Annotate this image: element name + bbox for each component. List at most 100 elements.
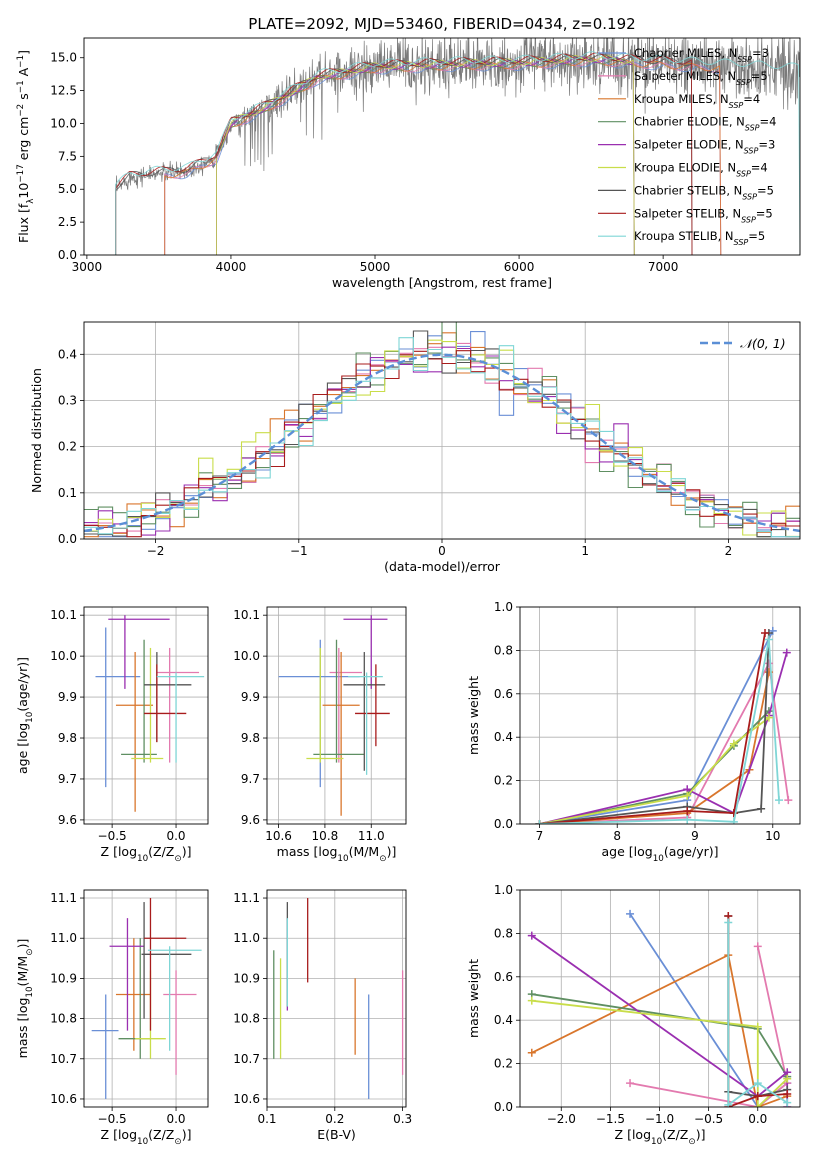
y-tick-label: 10.7 <box>50 1052 77 1066</box>
x-tick-label: −0.5 <box>98 829 127 843</box>
y-tick-label: 0.8 <box>494 926 513 940</box>
y-tick-label: 15.0 <box>50 51 77 65</box>
series-marker <box>761 629 769 638</box>
x-tick-label: −1.5 <box>596 1112 625 1126</box>
y-axis-label-part: ⊙ <box>25 948 35 955</box>
x-tick-label: 10 <box>765 829 780 843</box>
x-axis-label: age [log10(age/yr)] <box>601 844 718 864</box>
legend-label-suffix: =5 <box>756 206 773 220</box>
x-axis-label-part: (M/M <box>349 844 380 859</box>
legend-label-suffix: =5 <box>748 229 765 243</box>
legend-label-sub: SSP <box>729 100 744 109</box>
y-axis-label-part: age [log <box>15 723 30 774</box>
errorbar-chabrier_stelib <box>141 902 192 1019</box>
series-marker <box>783 1089 792 1098</box>
chart-title: PLATE=2092, MJD=53460, FIBERID=0434, z=0… <box>248 15 635 33</box>
y-tick-label: 0.4 <box>58 347 77 361</box>
x-tick-label: 0 <box>438 544 446 558</box>
x-tick-label: 0.2 <box>325 1112 344 1126</box>
errorbar-kroupa_elodie <box>131 647 164 763</box>
y-tick-label: 11.1 <box>233 891 260 905</box>
series-marker <box>764 713 773 722</box>
plot-area <box>527 909 792 1107</box>
y-axis-label-part: 10 <box>25 986 35 997</box>
y-axis-label-part: (M/M <box>15 956 30 987</box>
legend-label: Kroupa STELIB, NSSP=5 <box>634 229 765 247</box>
y-tick-label: 10.0 <box>233 649 260 663</box>
series-marker <box>753 1022 762 1031</box>
axes-frame <box>83 889 209 1108</box>
x-axis-label-part: )] <box>182 844 192 859</box>
x-tick-label: 1 <box>581 544 589 558</box>
x-tick-label: 6000 <box>504 260 535 274</box>
legend-label-sub: SSP <box>736 77 751 86</box>
y-tick-label: 5.0 <box>58 182 77 196</box>
x-axis-label-part: ⊙ <box>174 1137 181 1147</box>
x-axis-label-part: ⊙ <box>379 854 386 864</box>
legend-label-suffix: =4 <box>760 115 777 129</box>
plot-area <box>95 615 205 812</box>
legend-label-sub: SSP <box>734 238 749 247</box>
y-tick-label: 0.1 <box>58 486 77 500</box>
y-axis-label: mass weight <box>466 959 481 1038</box>
series-marker <box>527 996 536 1005</box>
model-spectrum-salpeter_miles <box>164 58 722 255</box>
legend-label-suffix: =4 <box>751 161 768 175</box>
model-spectrum-chabrier_miles <box>164 60 722 255</box>
errorbar-kroupa_stelib <box>348 672 383 775</box>
series-marker <box>729 809 738 818</box>
series-line <box>531 953 788 1107</box>
y-axis-label-part: λ <box>26 199 36 204</box>
x-axis-label-part: Z [log <box>615 1127 651 1142</box>
legend-label-main: Kroupa ELODIE, N <box>634 161 736 175</box>
series-marker <box>729 739 738 748</box>
y-tick-label: 11.0 <box>233 931 260 945</box>
y-axis-label: age [log10(age/yr)] <box>15 657 35 774</box>
axes-frame <box>83 606 209 825</box>
y-axis-label-part: erg cm <box>16 117 31 165</box>
axes-frame <box>519 606 801 825</box>
y-axis-label: Flux [fλ10−17 erg cm−2 s−1 A−1] <box>16 50 36 243</box>
y-tick-label: 0.0 <box>58 532 77 546</box>
legend-label-gaussian: 𝒩(0, 1) <box>740 336 786 351</box>
plot-area <box>273 898 404 1099</box>
series-line <box>539 660 790 824</box>
x-tick-label: 7 <box>536 829 544 843</box>
y-axis-label-part: )] <box>15 939 30 949</box>
legend-label-main: Salpeter STELIB, N <box>634 206 741 220</box>
legend-label-main: Salpeter MILES, N <box>634 69 736 83</box>
y-tick-label: 9.6 <box>241 813 260 827</box>
errorbar-salpeter_miles <box>156 647 200 763</box>
x-tick-label: 0.0 <box>166 1112 185 1126</box>
plot-area <box>535 626 793 824</box>
series-kroupa_stelib <box>535 635 783 824</box>
plot-area <box>91 898 202 1099</box>
series-marker <box>764 635 773 644</box>
y-tick-label: 10.0 <box>50 116 77 130</box>
panel-mass_vs_EBV: 0.1 0.2 0.3 10.6 10.7 10.8 10.9 11.0 11.1 E(B-V) <box>233 889 412 1142</box>
x-axis-label-part: (Z/Z <box>148 1127 174 1142</box>
y-tick-label: 9.7 <box>241 772 260 786</box>
x-axis-label-part: age [log <box>601 844 652 859</box>
y-tick-label: 2.5 <box>58 215 77 229</box>
histogram-salpeter_stelib <box>84 350 800 538</box>
y-tick-label: 0.2 <box>494 774 513 788</box>
x-axis-label-part: )] <box>696 1127 706 1142</box>
y-tick-label: 9.7 <box>58 772 77 786</box>
y-axis-label-part: 10 <box>25 712 35 723</box>
errorbar-kroupa_stelib <box>156 672 205 763</box>
series-chabrier_miles <box>535 626 777 824</box>
x-tick-label: 11.0 <box>358 829 385 843</box>
y-tick-label: 10.1 <box>233 608 260 622</box>
legend-label-main: Kroupa MILES, N <box>634 92 729 106</box>
x-tick-label: 0.0 <box>166 829 185 843</box>
model-spectrum-kroupa_stelib <box>115 51 800 255</box>
x-axis-label-part: )] <box>182 1127 192 1142</box>
series-marker <box>527 1048 536 1057</box>
x-tick-label: 0.1 <box>257 1112 276 1126</box>
series-marker <box>683 815 692 824</box>
y-tick-label: 0.4 <box>494 730 513 744</box>
legend-label-main: Chabrier ELODIE, N <box>634 115 745 129</box>
legend-label: Salpeter MILES, NSSP=5 <box>634 69 768 87</box>
legend-label-sub: SSP <box>737 55 752 64</box>
